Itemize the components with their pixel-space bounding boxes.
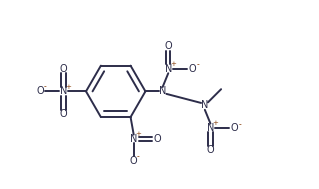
Text: N: N: [60, 86, 67, 96]
Text: O: O: [36, 86, 44, 96]
Text: +: +: [170, 61, 176, 67]
Text: O: O: [60, 64, 67, 74]
Text: O: O: [164, 41, 172, 51]
Text: N: N: [130, 134, 137, 144]
Text: O: O: [230, 123, 238, 133]
Text: N: N: [201, 100, 209, 110]
Text: +: +: [65, 84, 71, 90]
Text: O: O: [188, 64, 196, 74]
Text: O: O: [207, 146, 214, 156]
Text: N: N: [159, 86, 166, 96]
Text: O: O: [153, 134, 161, 144]
Text: -: -: [239, 120, 241, 129]
Text: -: -: [44, 82, 47, 91]
Text: +: +: [212, 120, 218, 126]
Text: N: N: [207, 123, 214, 133]
Text: O: O: [130, 156, 137, 166]
Text: -: -: [137, 152, 140, 161]
Text: +: +: [136, 131, 141, 137]
Text: N: N: [165, 64, 172, 74]
Text: -: -: [196, 61, 199, 70]
Text: O: O: [60, 109, 67, 119]
